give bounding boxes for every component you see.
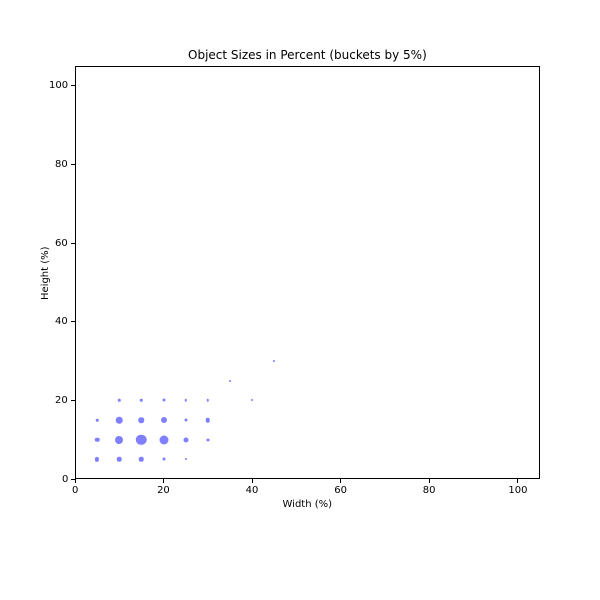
scatter-point <box>184 419 187 422</box>
scatter-point <box>206 418 211 423</box>
scatter-point <box>162 458 165 461</box>
scatter-point <box>96 419 99 422</box>
x-tick-label: 0 <box>72 485 78 496</box>
y-tick-label: 80 <box>55 159 68 170</box>
plot-spine-bottom <box>75 478 540 479</box>
x-tick-label: 20 <box>157 485 170 496</box>
scatter-point <box>115 436 123 444</box>
scatter-point <box>229 380 231 382</box>
y-tick <box>71 85 75 86</box>
plot-spine-right <box>539 66 540 479</box>
x-tick <box>252 479 253 483</box>
scatter-point <box>140 399 143 402</box>
scatter-point <box>207 399 210 402</box>
plot-spine-left <box>75 66 76 479</box>
y-tick-label: 20 <box>55 395 68 406</box>
y-tick-label: 0 <box>62 474 68 485</box>
scatter-point <box>159 435 168 444</box>
chart-title: Object Sizes in Percent (buckets by 5%) <box>188 48 427 62</box>
y-tick-label: 60 <box>55 238 68 249</box>
y-tick <box>71 479 75 480</box>
x-tick <box>340 479 341 483</box>
y-tick-label: 40 <box>55 316 68 327</box>
x-tick-label: 80 <box>423 485 436 496</box>
scatter-point <box>273 360 275 362</box>
scatter-point <box>118 399 121 402</box>
x-tick-label: 60 <box>334 485 347 496</box>
scatter-point <box>162 399 165 402</box>
plot-spine-top <box>75 66 540 67</box>
x-tick <box>429 479 430 483</box>
x-tick-label: 100 <box>508 485 527 496</box>
x-tick <box>75 479 76 483</box>
scatter-point <box>184 399 187 402</box>
scatter-point <box>117 457 122 462</box>
y-tick <box>71 321 75 322</box>
x-axis-label: Width (%) <box>283 499 333 510</box>
scatter-point <box>139 457 144 462</box>
scatter-point <box>161 417 167 423</box>
scatter-point <box>136 434 147 445</box>
y-tick <box>71 243 75 244</box>
scatter-point <box>116 417 123 424</box>
plot-area <box>75 66 540 479</box>
y-tick <box>71 400 75 401</box>
x-tick-label: 40 <box>246 485 259 496</box>
scatter-point <box>139 417 145 423</box>
x-tick <box>163 479 164 483</box>
y-axis-label: Height (%) <box>40 246 51 300</box>
scatter-point <box>95 437 100 442</box>
scatter-point <box>185 458 187 460</box>
y-tick <box>71 164 75 165</box>
y-tick-label: 100 <box>49 80 68 91</box>
x-tick <box>517 479 518 483</box>
scatter-point <box>251 399 253 401</box>
scatter-point <box>206 438 209 441</box>
scatter-point <box>183 437 188 442</box>
